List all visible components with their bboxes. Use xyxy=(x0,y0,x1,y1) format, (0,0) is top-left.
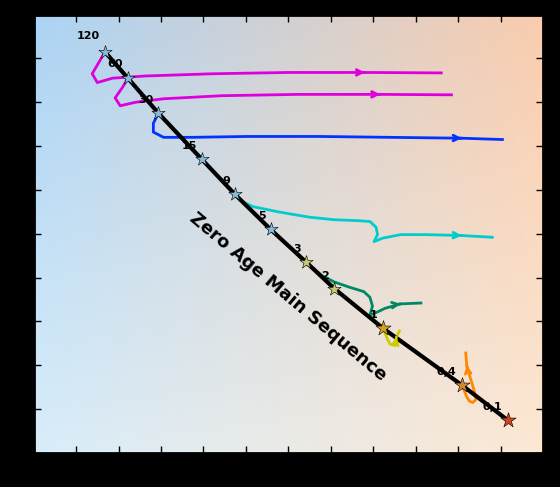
Text: 1: 1 xyxy=(370,310,377,320)
Point xyxy=(123,74,132,82)
Point xyxy=(197,155,206,163)
Text: 60: 60 xyxy=(108,59,123,70)
Point xyxy=(503,416,512,424)
Text: 2: 2 xyxy=(321,271,329,281)
Text: 5: 5 xyxy=(258,211,265,222)
Text: 0,4: 0,4 xyxy=(437,367,456,377)
Point xyxy=(154,110,163,117)
Text: 30: 30 xyxy=(138,95,153,105)
Text: 9: 9 xyxy=(222,176,230,187)
Point xyxy=(378,324,387,332)
Text: 15: 15 xyxy=(181,141,197,151)
Text: 120: 120 xyxy=(77,31,100,41)
Point xyxy=(100,48,109,56)
Point xyxy=(330,284,339,292)
Point xyxy=(457,381,466,389)
Text: Zero Age Main Sequence: Zero Age Main Sequence xyxy=(186,210,390,385)
Point xyxy=(266,225,275,233)
Point xyxy=(230,190,239,198)
Text: 3: 3 xyxy=(293,244,301,254)
Point xyxy=(302,258,311,266)
Text: 0,1: 0,1 xyxy=(483,402,502,412)
